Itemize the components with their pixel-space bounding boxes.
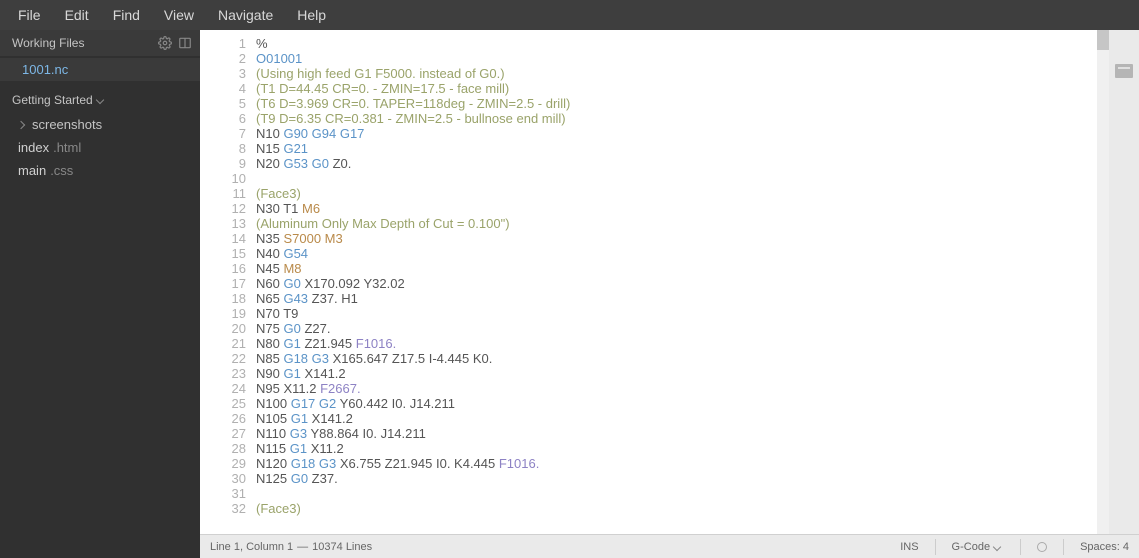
code-line: N40 G54 <box>256 246 1097 261</box>
code-line: N95 X11.2 F2667. <box>256 381 1097 396</box>
code-line: (Face3) <box>256 186 1097 201</box>
menu-file[interactable]: File <box>6 0 53 30</box>
code-area[interactable]: %O01001(Using high feed G1 F5000. instea… <box>256 30 1097 534</box>
language-label: G-Code <box>952 541 991 553</box>
menu-navigate[interactable]: Navigate <box>206 0 285 30</box>
menu-help[interactable]: Help <box>285 0 338 30</box>
status-circle-icon[interactable] <box>1037 542 1047 552</box>
code-line: N15 G21 <box>256 141 1097 156</box>
working-files-label: Working Files <box>12 36 84 50</box>
tree-file[interactable]: index .html <box>0 136 200 159</box>
code-line: N35 S7000 M3 <box>256 231 1097 246</box>
code-line: (Aluminum Only Max Depth of Cut = 0.100"… <box>256 216 1097 231</box>
indent-mode[interactable]: Spaces: 4 <box>1080 541 1129 553</box>
line-gutter: 1234567891011121314151617181920212223242… <box>200 30 256 534</box>
code-line: (T6 D=3.969 CR=0. TAPER=118deg - ZMIN=2.… <box>256 96 1097 111</box>
line-count: 10374 Lines <box>312 541 372 553</box>
cursor-position[interactable]: Line 1, Column 1 <box>210 541 293 553</box>
menu-view[interactable]: View <box>152 0 206 30</box>
editor[interactable]: 1234567891011121314151617181920212223242… <box>200 30 1139 534</box>
code-line <box>256 171 1097 186</box>
getting-started-header[interactable]: Getting Started <box>0 83 200 113</box>
extension-gutter <box>1109 30 1139 534</box>
code-line: (Face3) <box>256 501 1097 516</box>
code-line: N45 M8 <box>256 261 1097 276</box>
file-ext: .html <box>53 140 81 155</box>
vertical-scrollbar[interactable] <box>1097 30 1109 534</box>
menu-edit[interactable]: Edit <box>53 0 101 30</box>
extension-icon[interactable] <box>1115 64 1133 78</box>
editor-pane: 1234567891011121314151617181920212223242… <box>200 30 1139 558</box>
file-ext: .css <box>50 163 73 178</box>
code-line: N120 G18 G3 X6.755 Z21.945 I0. K4.445 F1… <box>256 456 1097 471</box>
code-line: N90 G1 X141.2 <box>256 366 1097 381</box>
code-line: N100 G17 G2 Y60.442 I0. J14.211 <box>256 396 1097 411</box>
status-separator: — <box>297 541 308 553</box>
working-files-list: 1001.nc <box>0 56 200 83</box>
getting-started-label: Getting Started <box>12 93 93 107</box>
tree-file[interactable]: main .css <box>0 159 200 182</box>
code-line <box>256 486 1097 501</box>
code-line: % <box>256 36 1097 51</box>
menu-find[interactable]: Find <box>101 0 152 30</box>
code-line: (Using high feed G1 F5000. instead of G0… <box>256 66 1097 81</box>
code-line: N115 G1 X11.2 <box>256 441 1097 456</box>
statusbar: Line 1, Column 1 — 10374 Lines INS G-Cod… <box>200 534 1139 558</box>
language-mode[interactable]: G-Code <box>952 541 1005 553</box>
code-line: N85 G18 G3 X165.647 Z17.5 I-4.445 K0. <box>256 351 1097 366</box>
code-line: N110 G3 Y88.864 I0. J14.211 <box>256 426 1097 441</box>
code-line: (T9 D=6.35 CR=0.381 - ZMIN=2.5 - bullnos… <box>256 111 1097 126</box>
chevron-down-icon <box>993 542 1001 550</box>
code-line: N70 T9 <box>256 306 1097 321</box>
chevron-down-icon <box>95 96 103 104</box>
code-line: N75 G0 Z27. <box>256 321 1097 336</box>
code-line: N60 G0 X170.092 Y32.02 <box>256 276 1097 291</box>
working-files-header: Working Files <box>0 30 200 56</box>
code-line: N10 G90 G94 G17 <box>256 126 1097 141</box>
folder-label: screenshots <box>32 117 102 132</box>
code-line: N105 G1 X141.2 <box>256 411 1097 426</box>
working-file[interactable]: 1001.nc <box>0 58 200 81</box>
insert-mode[interactable]: INS <box>900 541 918 553</box>
tree-folder[interactable]: screenshots <box>0 113 200 136</box>
code-line: N80 G1 Z21.945 F1016. <box>256 336 1097 351</box>
status-divider <box>1020 539 1021 555</box>
code-line: O01001 <box>256 51 1097 66</box>
code-line: N30 T1 M6 <box>256 201 1097 216</box>
code-line: (T1 D=44.45 CR=0. - ZMIN=17.5 - face mil… <box>256 81 1097 96</box>
split-icon[interactable] <box>178 36 192 50</box>
chevron-right-icon <box>17 120 25 128</box>
sidebar: Working Files 1001.nc Getting Started sc… <box>0 30 200 558</box>
status-divider <box>935 539 936 555</box>
project-tree: screenshots index .html main .css <box>0 113 200 182</box>
code-line: N125 G0 Z37. <box>256 471 1097 486</box>
code-line: N20 G53 G0 Z0. <box>256 156 1097 171</box>
scrollbar-thumb[interactable] <box>1097 30 1109 50</box>
file-name: index <box>18 140 49 155</box>
code-line: N65 G43 Z37. H1 <box>256 291 1097 306</box>
menubar: FileEditFindViewNavigateHelp <box>0 0 1139 30</box>
status-divider <box>1063 539 1064 555</box>
main: Working Files 1001.nc Getting Started sc… <box>0 30 1139 558</box>
gear-icon[interactable] <box>158 36 172 50</box>
file-name: main <box>18 163 46 178</box>
